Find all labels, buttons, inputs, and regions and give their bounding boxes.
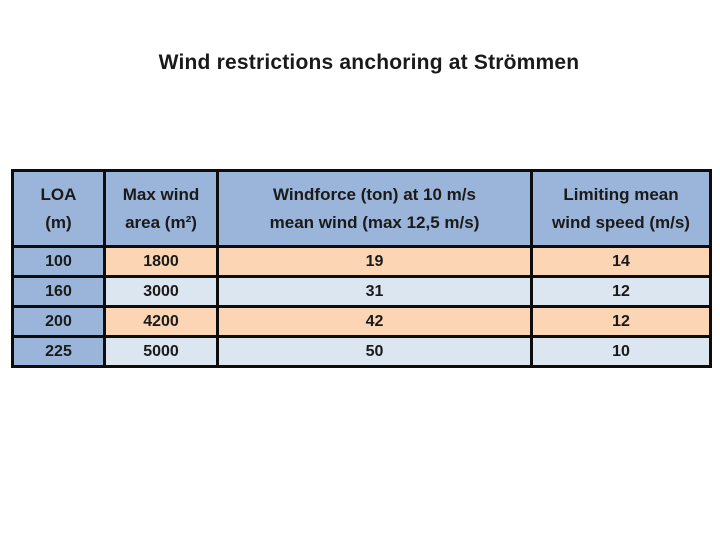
wind-restrictions-table: LOA (m) Max wind area (m²) Windforce (to… bbox=[11, 169, 712, 368]
cell-limiting-wind-speed: 14 bbox=[530, 245, 712, 278]
cell-loa: 160 bbox=[11, 275, 106, 308]
cell-max-wind-area: 1800 bbox=[103, 245, 219, 278]
header-loa-line1: LOA bbox=[40, 185, 77, 205]
cell-windforce: 50 bbox=[216, 335, 533, 368]
header-loa-line2: (m) bbox=[45, 212, 72, 232]
header-windforce-line1: Windforce (ton) at 10 m/s bbox=[273, 185, 476, 205]
header-limiting-wind-speed: Limiting mean wind speed (m/s) bbox=[530, 169, 712, 248]
table-header-row: LOA (m) Max wind area (m²) Windforce (to… bbox=[11, 169, 712, 248]
header-limiting-wind-speed-line2: wind speed (m/s) bbox=[552, 212, 690, 232]
cell-max-wind-area: 4200 bbox=[103, 305, 219, 338]
cell-max-wind-area: 5000 bbox=[103, 335, 219, 368]
header-max-wind-area: Max wind area (m²) bbox=[103, 169, 219, 248]
header-limiting-wind-speed-line1: Limiting mean bbox=[563, 185, 679, 205]
cell-windforce: 31 bbox=[216, 275, 533, 308]
header-max-wind-area-line1: Max wind bbox=[122, 185, 200, 205]
header-max-wind-area-line2: area (m²) bbox=[125, 212, 197, 232]
table-row: 200 4200 42 12 bbox=[11, 305, 712, 338]
slide-title: Wind restrictions anchoring at Strömmen bbox=[158, 51, 580, 74]
table-row: 160 3000 31 12 bbox=[11, 275, 712, 308]
table-row: 100 1800 19 14 bbox=[11, 245, 712, 278]
table-row: 225 5000 50 10 bbox=[11, 335, 712, 368]
cell-limiting-wind-speed: 12 bbox=[530, 305, 712, 338]
cell-loa: 100 bbox=[11, 245, 106, 278]
header-windforce-line2: mean wind (max 12,5 m/s) bbox=[269, 212, 480, 232]
header-loa: LOA (m) bbox=[11, 169, 106, 248]
header-windforce: Windforce (ton) at 10 m/s mean wind (max… bbox=[216, 169, 533, 248]
cell-loa: 225 bbox=[11, 335, 106, 368]
cell-max-wind-area: 3000 bbox=[103, 275, 219, 308]
cell-limiting-wind-speed: 12 bbox=[530, 275, 712, 308]
cell-windforce: 19 bbox=[216, 245, 533, 278]
cell-limiting-wind-speed: 10 bbox=[530, 335, 712, 368]
cell-loa: 200 bbox=[11, 305, 106, 338]
cell-windforce: 42 bbox=[216, 305, 533, 338]
